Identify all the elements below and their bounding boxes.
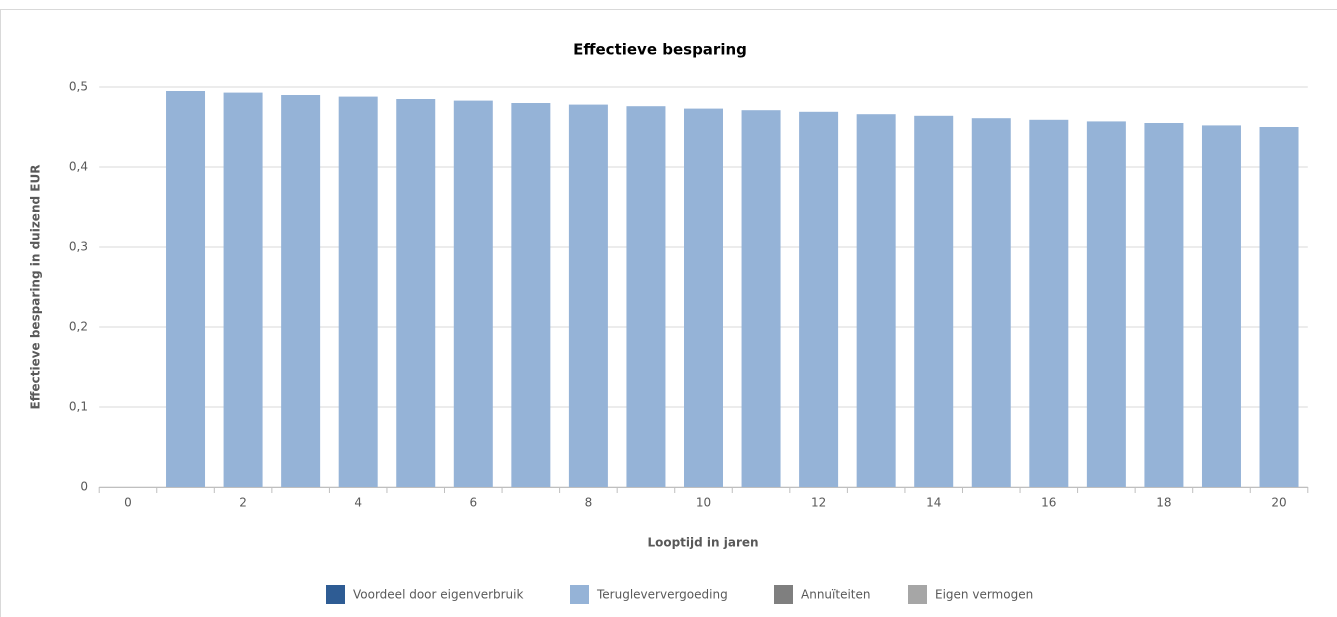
bar bbox=[396, 99, 436, 487]
x-tick-label: 8 bbox=[585, 496, 593, 510]
y-tick-label: 0,1 bbox=[69, 400, 88, 414]
bar bbox=[1201, 125, 1241, 488]
bar bbox=[1086, 121, 1126, 488]
x-tick-label: 6 bbox=[469, 496, 477, 510]
x-axis-title: Looptijd in jaren bbox=[647, 536, 758, 550]
bar bbox=[1144, 123, 1184, 487]
x-tick-label: 14 bbox=[926, 496, 941, 510]
bar bbox=[511, 103, 551, 487]
x-tick-label: 20 bbox=[1271, 496, 1286, 510]
bar bbox=[799, 111, 839, 488]
bar bbox=[1029, 119, 1069, 488]
x-tick-label: 16 bbox=[1041, 496, 1056, 510]
legend-swatch bbox=[570, 585, 589, 604]
bar bbox=[914, 115, 954, 488]
x-tick-label: 12 bbox=[811, 496, 826, 510]
legend-label: Annuïteiten bbox=[801, 588, 870, 602]
y-tick-label: 0,3 bbox=[69, 240, 88, 254]
bar bbox=[223, 92, 263, 487]
bar bbox=[166, 91, 206, 487]
x-tick-label: 10 bbox=[696, 496, 711, 510]
legend-swatch bbox=[326, 585, 345, 604]
x-tick-label: 18 bbox=[1156, 496, 1171, 510]
bar bbox=[971, 118, 1011, 487]
bar bbox=[453, 100, 493, 487]
bar bbox=[741, 110, 781, 487]
legend-label: Voordeel door eigenverbruik bbox=[353, 588, 523, 602]
bar bbox=[856, 114, 896, 487]
y-tick-label: 0,4 bbox=[69, 160, 88, 174]
chart-border bbox=[0, 9, 1337, 617]
x-tick-label: 4 bbox=[354, 496, 362, 510]
y-tick-label: 0,5 bbox=[69, 80, 88, 94]
legend-swatch bbox=[774, 585, 793, 604]
y-tick-label: 0,2 bbox=[69, 320, 88, 334]
bar bbox=[626, 106, 666, 487]
x-tick-label: 0 bbox=[124, 496, 132, 510]
bar bbox=[338, 96, 378, 487]
legend-label: Terugleververgoeding bbox=[596, 588, 728, 602]
y-axis-title: Effectieve besparing in duizend EUR bbox=[29, 165, 43, 410]
legend-label: Eigen vermogen bbox=[935, 588, 1033, 602]
y-tick-label: 0 bbox=[80, 480, 88, 494]
bar bbox=[1259, 127, 1299, 487]
legend-swatch bbox=[908, 585, 927, 604]
x-tick-label: 2 bbox=[239, 496, 247, 510]
bar bbox=[684, 108, 723, 487]
bar bbox=[568, 104, 608, 487]
bar bbox=[281, 95, 321, 487]
chart-title: Effectieve besparing bbox=[573, 41, 747, 59]
